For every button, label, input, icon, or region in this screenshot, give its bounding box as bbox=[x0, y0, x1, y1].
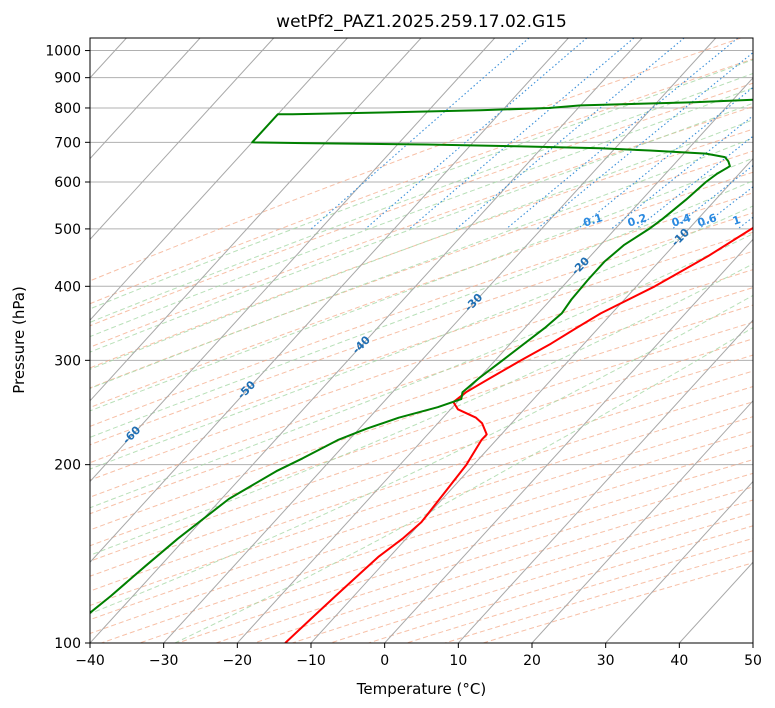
isotherm-line bbox=[605, 480, 753, 643]
mixing-ratio-line bbox=[310, 38, 530, 230]
moist-adiabat bbox=[90, 294, 753, 615]
dry-adiabat bbox=[90, 171, 753, 409]
mixing-ratio-line bbox=[672, 164, 753, 230]
isotherm-line bbox=[310, 157, 753, 643]
mixing-ratio-line bbox=[577, 86, 753, 230]
y-tick-label: 900 bbox=[54, 71, 81, 87]
mixing-ratio-line bbox=[455, 38, 685, 230]
y-tick-label: 500 bbox=[54, 222, 81, 238]
moist-adiabat bbox=[90, 233, 753, 509]
isotherm-line bbox=[90, 38, 422, 402]
isotherm-line bbox=[90, 38, 643, 643]
x-tick-label: 30 bbox=[597, 653, 615, 669]
dry-adiabat bbox=[90, 386, 753, 607]
moist-adiabat bbox=[90, 72, 753, 323]
dry-adiabat bbox=[90, 321, 753, 547]
dry-adiabat bbox=[90, 401, 753, 621]
series-layer bbox=[90, 98, 753, 643]
isotherm-line bbox=[236, 77, 753, 643]
y-tick-label: 200 bbox=[54, 458, 81, 474]
isotherm-line bbox=[163, 38, 717, 643]
mixing-ratio-line bbox=[611, 115, 753, 230]
x-tick-label: −30 bbox=[149, 653, 179, 669]
isotherm-line bbox=[90, 38, 496, 483]
chart-title: wetPf2_PAZ1.2025.259.17.02.G15 bbox=[276, 12, 567, 32]
y-tick-label: 100 bbox=[54, 636, 81, 652]
dewpoint-line bbox=[90, 98, 753, 615]
mixing-ratio-label: 1.5 bbox=[751, 211, 774, 229]
mixing-ratio-label: 0.2 bbox=[626, 211, 649, 229]
dry-adiabat bbox=[90, 82, 753, 327]
dry-adiabat bbox=[90, 250, 753, 481]
isotherm-line bbox=[384, 238, 753, 643]
x-tick-label: −40 bbox=[75, 653, 105, 669]
mixing-ratio-line bbox=[505, 38, 739, 230]
y-tick-label: 700 bbox=[54, 135, 81, 151]
moist-adiabat bbox=[90, 205, 753, 470]
y-tick-label: 800 bbox=[54, 101, 81, 117]
isotherm-line bbox=[90, 38, 569, 564]
dry-adiabat bbox=[330, 512, 753, 643]
x-tick-label: 0 bbox=[380, 653, 389, 669]
y-tick-label: 600 bbox=[54, 175, 81, 191]
mixing-ratio-line bbox=[365, 38, 588, 230]
moist-adiabat bbox=[90, 59, 753, 310]
moist-adiabat bbox=[90, 119, 753, 370]
isotherm-line bbox=[90, 38, 201, 160]
x-tick-label: −10 bbox=[296, 653, 326, 669]
dry-adiabat bbox=[406, 537, 753, 643]
dry-adiabat bbox=[90, 304, 753, 531]
x-tick-label: 20 bbox=[523, 653, 541, 669]
axis-ticks: −40 −30 −20 −10 0 10 20 30 40 50 100 200 300 400 500 60… bbox=[45, 44, 762, 669]
x-tick-label: 10 bbox=[449, 653, 467, 669]
mixing-ratio-label: 0.1 bbox=[582, 211, 605, 229]
y-tick-label: 300 bbox=[54, 353, 81, 369]
dry-adiabat bbox=[90, 128, 753, 369]
moist-adiabat bbox=[90, 180, 753, 438]
isotherm-line bbox=[531, 400, 753, 643]
x-tick-label: −20 bbox=[223, 653, 253, 669]
isotherm-line bbox=[457, 319, 753, 643]
dry-adiabat bbox=[90, 416, 753, 634]
dry-adiabat bbox=[90, 269, 753, 498]
dry-adiabat bbox=[292, 499, 753, 643]
dry-adiabat bbox=[139, 445, 753, 643]
x-tick-label: 50 bbox=[744, 653, 762, 669]
y-tick-label: 400 bbox=[54, 279, 81, 295]
y-tick-label: 1000 bbox=[45, 44, 81, 60]
dry-adiabat bbox=[90, 212, 753, 446]
plot-frame bbox=[89, 37, 754, 644]
moist-adiabat bbox=[90, 137, 753, 390]
mixing-ratio-line bbox=[409, 38, 635, 230]
mixing-ratio-line bbox=[536, 51, 753, 230]
mixing-ratio-label: 1 bbox=[731, 213, 742, 228]
mixing-ratio-label: 0.4 bbox=[670, 211, 693, 229]
mixing-ratio-label: 0.6 bbox=[696, 211, 719, 229]
x-axis-label: Temperature (°C) bbox=[356, 680, 486, 698]
x-tick-label: 40 bbox=[670, 653, 688, 669]
y-axis-label: Pressure (hPa) bbox=[10, 286, 28, 394]
dry-adiabat bbox=[90, 338, 753, 562]
isotherm-line bbox=[90, 38, 275, 241]
temperature-line bbox=[284, 226, 753, 643]
